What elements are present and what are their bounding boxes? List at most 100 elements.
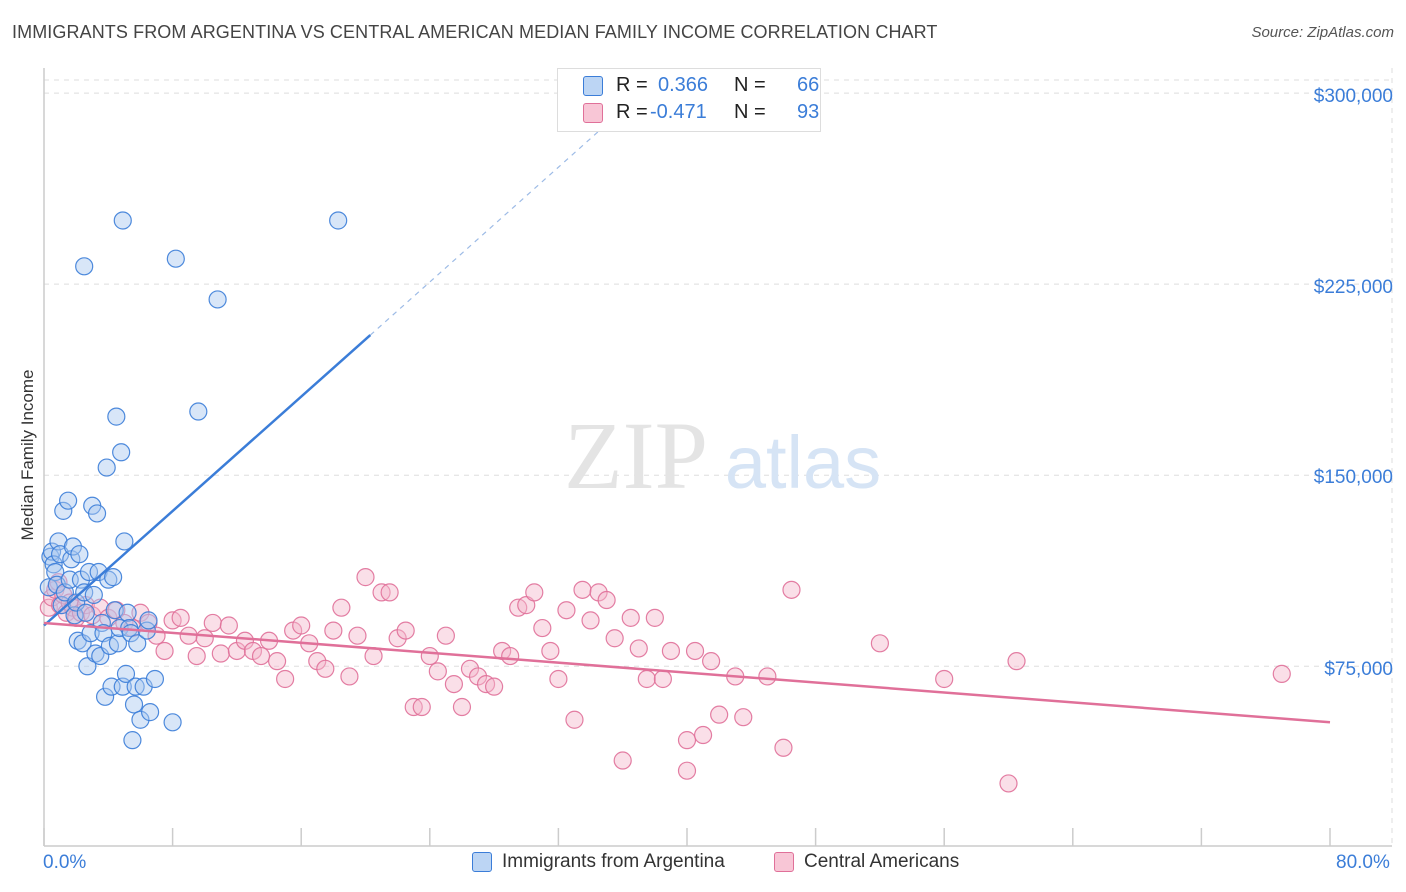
x-tick-label: 0.0% bbox=[43, 852, 87, 873]
data-point bbox=[81, 624, 100, 643]
n-label: N = bbox=[734, 74, 766, 96]
data-point bbox=[145, 669, 165, 689]
data-point bbox=[116, 664, 136, 683]
data-point bbox=[84, 585, 103, 605]
r-label: R = bbox=[616, 101, 648, 123]
data-point bbox=[104, 568, 123, 587]
data-point bbox=[356, 568, 375, 587]
data-point bbox=[340, 667, 359, 686]
data-point bbox=[702, 652, 721, 671]
data-point bbox=[115, 532, 134, 551]
data-point bbox=[219, 616, 238, 635]
data-point bbox=[661, 641, 681, 661]
data-point bbox=[99, 570, 118, 589]
data-point bbox=[63, 537, 83, 556]
y-tick-label: $75,000 bbox=[1324, 659, 1393, 680]
data-point bbox=[581, 611, 600, 630]
data-point bbox=[97, 458, 116, 477]
data-point bbox=[436, 626, 455, 645]
n-label: N = bbox=[734, 101, 766, 123]
data-point bbox=[54, 501, 73, 520]
axes bbox=[43, 68, 1392, 847]
data-point bbox=[597, 590, 616, 610]
data-point bbox=[324, 621, 343, 640]
legend-swatch-blue bbox=[583, 76, 603, 96]
data-point bbox=[380, 583, 399, 602]
legend-label: Central Americans bbox=[804, 851, 960, 872]
data-point bbox=[557, 601, 576, 620]
data-point bbox=[420, 646, 439, 666]
data-point bbox=[693, 725, 713, 745]
data-point bbox=[108, 634, 128, 653]
y-tick-label: $150,000 bbox=[1313, 467, 1393, 488]
data-point bbox=[541, 641, 560, 661]
n-value: 93 bbox=[797, 101, 820, 123]
data-point bbox=[329, 211, 348, 230]
data-point bbox=[86, 644, 105, 663]
r-label: R = bbox=[616, 74, 648, 96]
watermark-atlas: atlas bbox=[725, 421, 881, 504]
data-point bbox=[139, 611, 158, 630]
data-point bbox=[59, 491, 78, 510]
data-point bbox=[533, 618, 552, 638]
source-label: Source: ZipAtlas.com bbox=[1251, 24, 1394, 41]
data-point bbox=[565, 710, 584, 729]
data-point bbox=[710, 705, 729, 724]
data-point bbox=[113, 211, 132, 230]
data-point bbox=[189, 402, 208, 421]
data-point bbox=[677, 731, 697, 750]
data-point bbox=[734, 708, 753, 727]
data-point bbox=[267, 652, 287, 671]
data-point bbox=[251, 646, 271, 666]
data-point bbox=[166, 249, 185, 268]
data-point bbox=[645, 608, 664, 627]
chart-title: IMMIGRANTS FROM ARGENTINA VS CENTRAL AME… bbox=[12, 22, 938, 42]
legend-swatch-pink bbox=[583, 103, 603, 123]
data-point bbox=[140, 703, 160, 722]
data-point bbox=[549, 669, 568, 689]
data-point bbox=[163, 713, 182, 732]
data-point bbox=[316, 659, 335, 678]
data-point bbox=[935, 669, 954, 689]
data-point bbox=[1007, 652, 1026, 671]
r-value: -0.471 bbox=[650, 101, 707, 123]
r-value: 0.366 bbox=[658, 74, 709, 96]
data-point bbox=[758, 667, 777, 686]
data-point bbox=[131, 710, 150, 729]
data-point bbox=[444, 674, 464, 694]
data-point bbox=[76, 603, 95, 622]
legend-label: Immigrants from Argentina bbox=[502, 851, 725, 872]
data-point bbox=[605, 629, 624, 648]
data-point bbox=[292, 616, 311, 635]
data-point bbox=[195, 629, 214, 648]
data-point bbox=[332, 598, 351, 617]
data-point bbox=[187, 646, 206, 666]
data-point bbox=[70, 545, 89, 564]
trend-lines bbox=[43, 130, 1331, 724]
central-americans-points bbox=[39, 568, 1291, 793]
n-value: 66 bbox=[797, 74, 820, 96]
data-point bbox=[118, 603, 137, 622]
data-point bbox=[637, 669, 656, 689]
argentina-points bbox=[39, 211, 348, 750]
argentina-trend-extension bbox=[369, 130, 599, 336]
watermark: ZIP atlas bbox=[564, 402, 881, 509]
data-point bbox=[87, 504, 107, 523]
data-point bbox=[782, 580, 801, 599]
data-point bbox=[276, 669, 295, 689]
data-point bbox=[999, 774, 1018, 793]
data-point bbox=[208, 290, 227, 309]
legend-swatch-blue bbox=[472, 852, 492, 872]
data-point bbox=[653, 669, 672, 689]
data-point bbox=[452, 697, 472, 717]
data-point bbox=[501, 646, 520, 666]
x-tick-label: 80.0% bbox=[1336, 852, 1390, 873]
data-point bbox=[677, 761, 697, 780]
data-point bbox=[95, 687, 115, 706]
data-point bbox=[573, 580, 592, 599]
data-point bbox=[123, 731, 142, 750]
y-tick-label: $300,000 bbox=[1313, 86, 1393, 107]
data-point bbox=[870, 634, 890, 653]
data-point bbox=[89, 562, 108, 582]
